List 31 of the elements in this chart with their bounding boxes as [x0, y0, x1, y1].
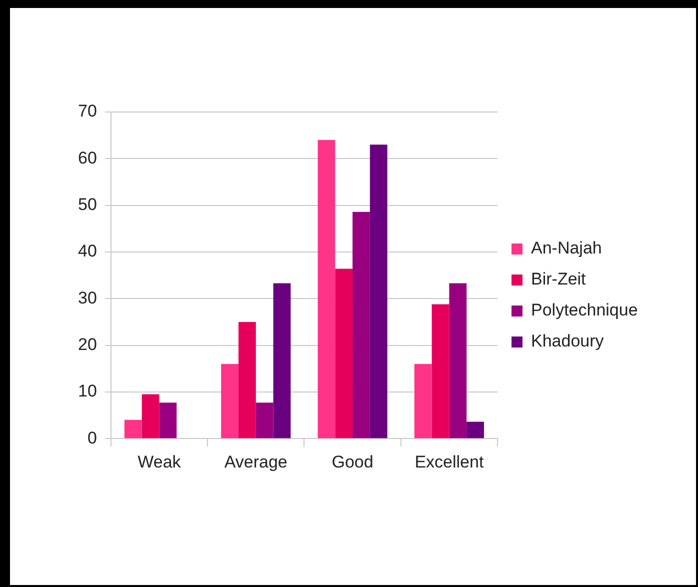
bar — [238, 322, 256, 438]
bar — [370, 144, 388, 438]
y-tick-label: 70 — [78, 102, 97, 121]
y-tick-label: 20 — [78, 334, 97, 354]
y-tick-label: 30 — [78, 288, 97, 308]
bar — [159, 402, 177, 438]
y-tick-label: 60 — [78, 148, 97, 168]
y-tick-label: 0 — [87, 428, 97, 448]
bar — [449, 283, 467, 438]
x-tick-label: Weak — [138, 452, 182, 472]
legend-label: Khadoury — [531, 332, 604, 351]
y-tick-label: 10 — [78, 382, 97, 401]
y-tick-label: 50 — [78, 195, 97, 214]
bar — [466, 422, 484, 438]
bar — [335, 268, 353, 438]
bar — [256, 402, 274, 438]
legend-label: Polytechnique — [531, 300, 638, 320]
bar — [221, 364, 238, 438]
bar — [318, 140, 336, 438]
bar — [124, 420, 142, 438]
x-tick-label: Good — [332, 452, 374, 472]
y-tick-label: 40 — [78, 242, 97, 261]
bar — [142, 394, 160, 438]
bar — [414, 364, 432, 438]
legend-label: Bir-Zeit — [531, 270, 586, 289]
legend-label: An-Najah — [531, 238, 602, 258]
x-tick-label: Average — [224, 452, 288, 472]
bar — [352, 212, 370, 438]
x-tick-label: Excellent — [414, 452, 484, 472]
bar — [432, 304, 450, 438]
bar — [273, 283, 291, 438]
